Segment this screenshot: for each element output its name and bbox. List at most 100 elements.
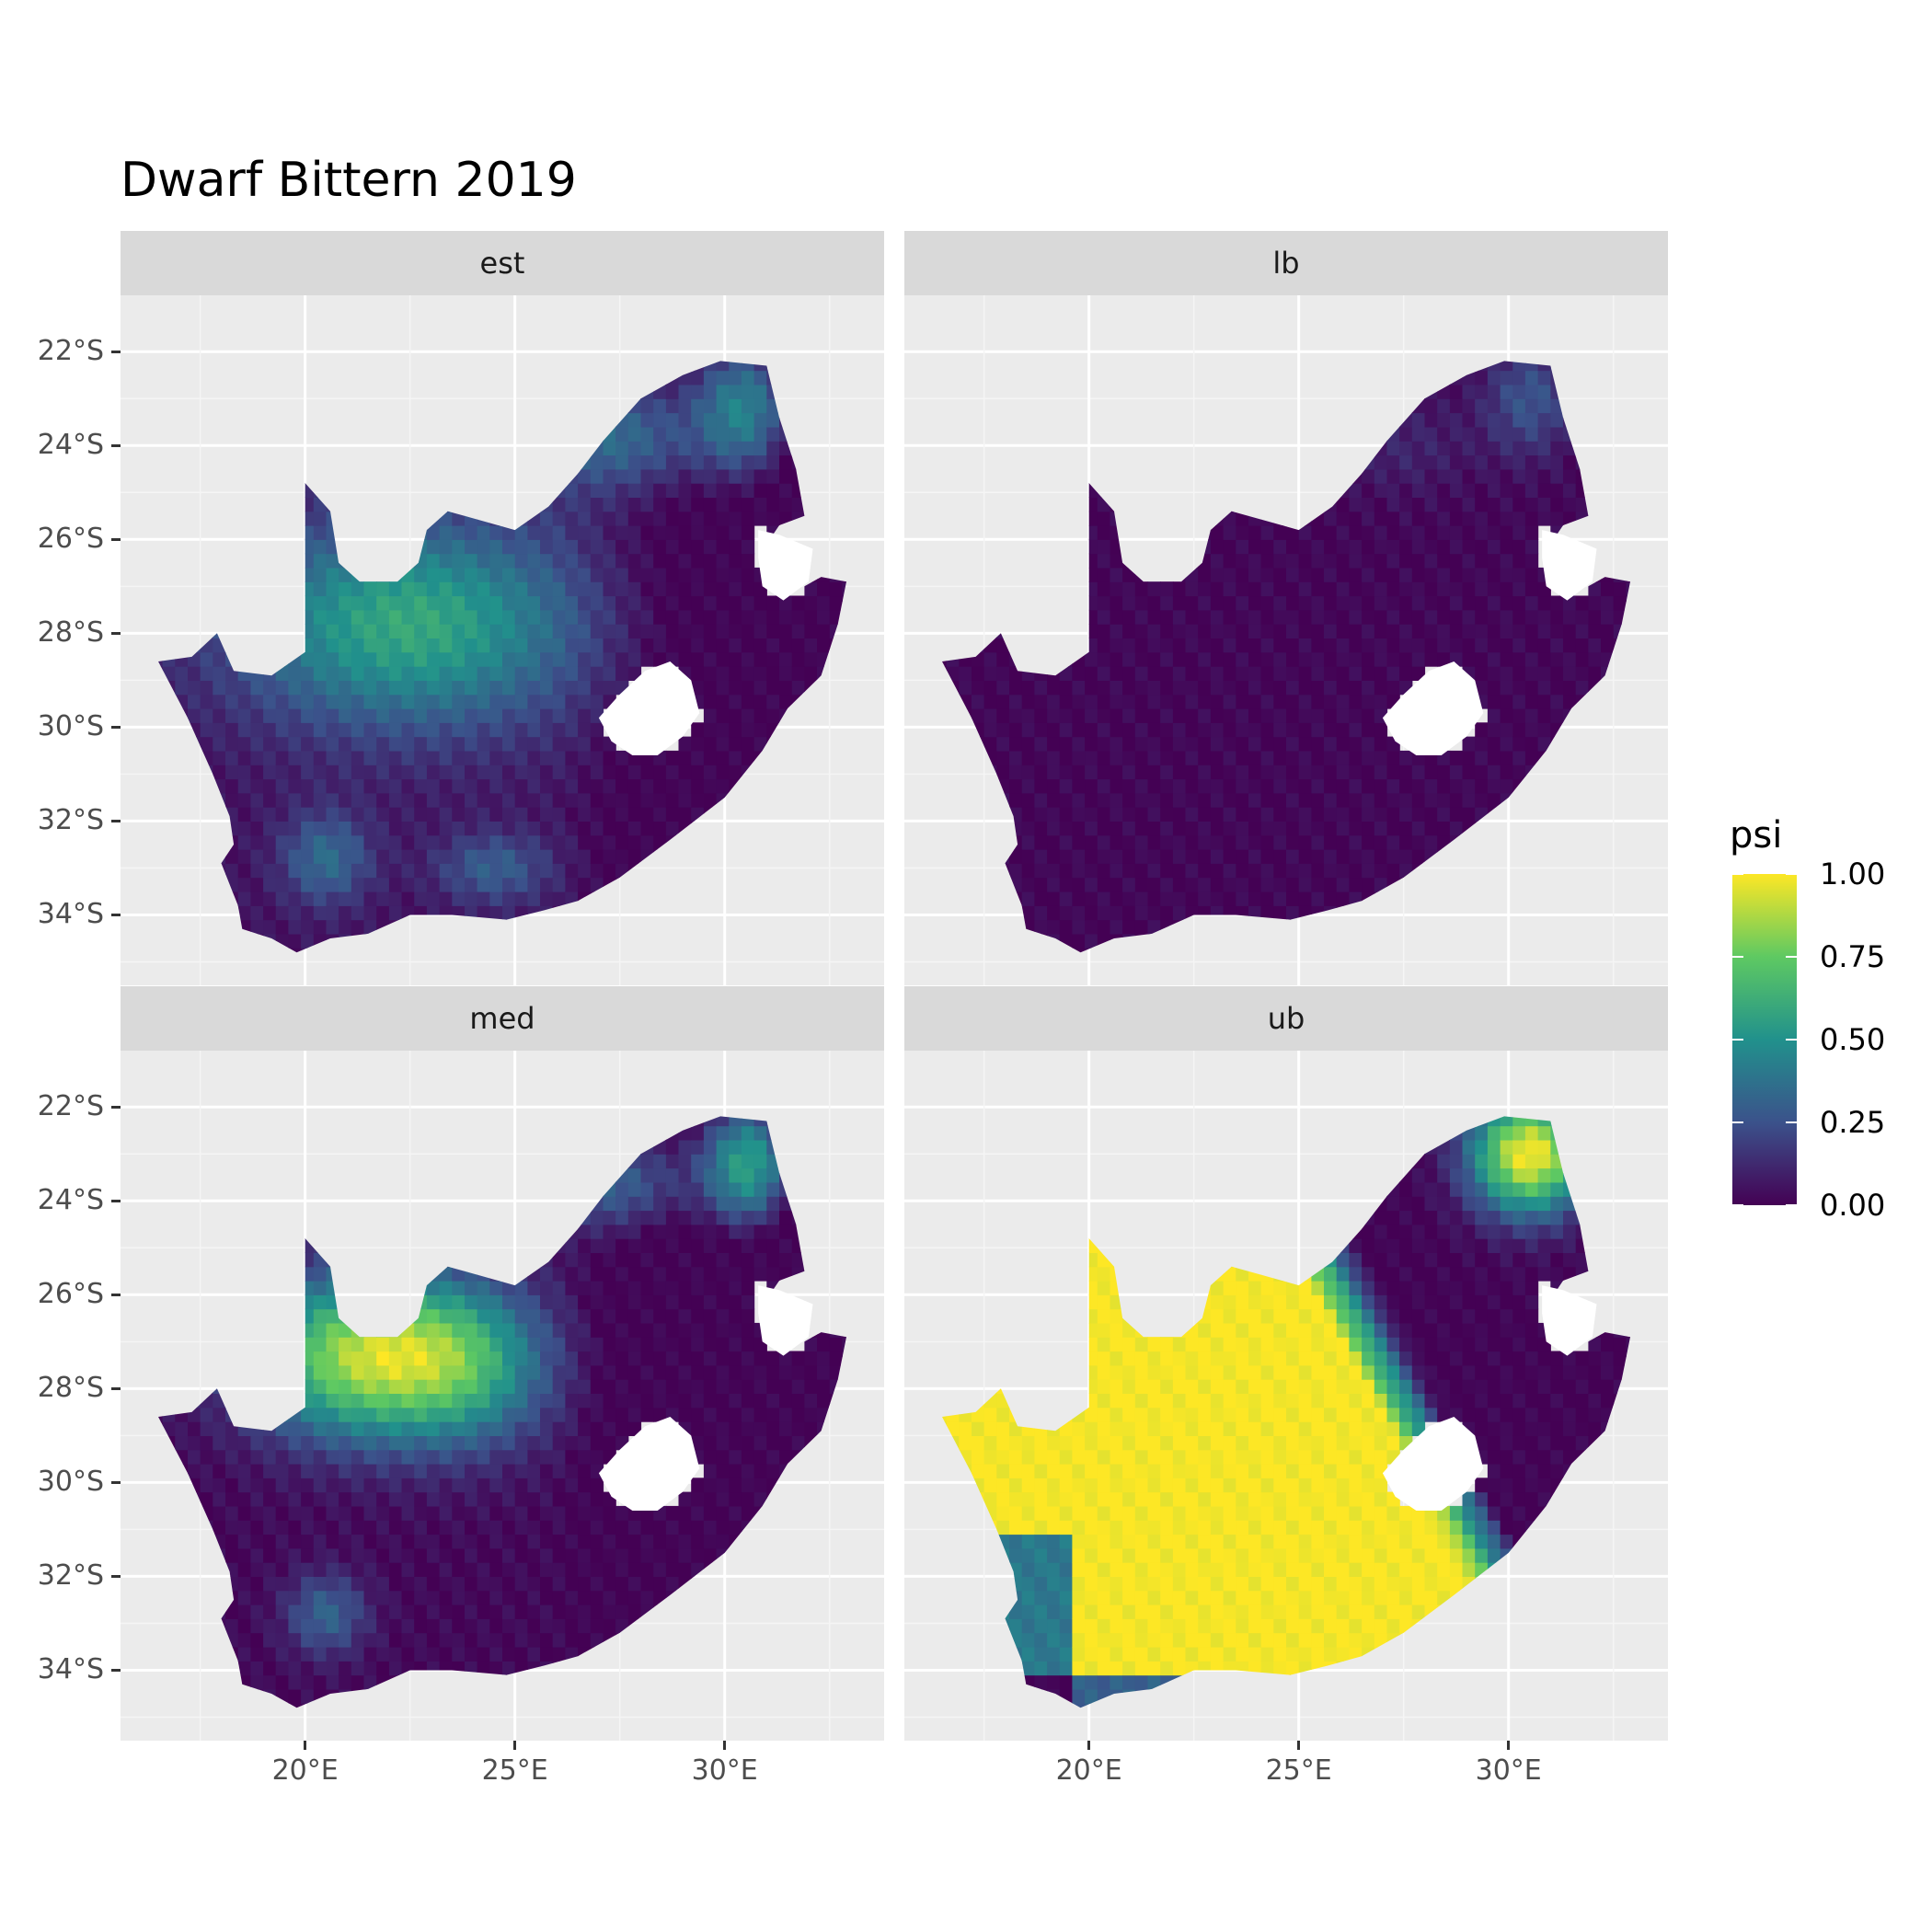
raster-cell (301, 511, 315, 526)
raster-cell (829, 666, 843, 681)
raster-cell (741, 511, 755, 526)
raster-cell (175, 919, 189, 935)
raster-cell (716, 933, 730, 949)
raster-cell (1273, 595, 1287, 611)
raster-cell (1085, 792, 1098, 808)
raster-cell (339, 750, 352, 765)
raster-cell (703, 398, 718, 414)
raster-cell (363, 595, 377, 611)
raster-cell (817, 609, 831, 625)
raster-cell (414, 398, 428, 414)
raster-cell (741, 891, 755, 906)
raster-cell (489, 750, 503, 765)
raster-cell (1362, 525, 1375, 540)
raster-cell (514, 539, 528, 555)
raster-cell (1349, 905, 1363, 921)
raster-cell (1613, 609, 1627, 625)
raster-cell (540, 497, 554, 512)
raster-cell (250, 765, 264, 780)
raster-cell (1298, 511, 1312, 526)
raster-cell (1059, 722, 1073, 738)
raster-cell (1059, 384, 1073, 399)
raster-cell (263, 553, 277, 569)
raster-cell (817, 497, 831, 512)
raster-cell (972, 948, 985, 953)
raster-cell (339, 708, 352, 723)
raster-cell (213, 525, 226, 540)
raster-cell (158, 581, 164, 597)
raster-cell (1085, 736, 1098, 752)
raster-cell (1260, 877, 1274, 892)
raster-cell (1122, 765, 1136, 780)
raster-cell (1362, 595, 1375, 611)
raster-cell (996, 384, 1010, 399)
raster-cell (326, 624, 339, 638)
raster-cell (288, 370, 302, 385)
raster-cell (1362, 441, 1375, 456)
raster-cell (1563, 807, 1577, 822)
raster-cell (855, 554, 868, 569)
raster-cell (1374, 666, 1388, 681)
raster-cell (741, 638, 755, 653)
raster-cell (779, 680, 793, 696)
raster-cell (527, 497, 541, 512)
raster-cell (175, 792, 189, 808)
raster-cell (1524, 919, 1539, 935)
raster-cell (452, 821, 466, 836)
raster-cell (1324, 666, 1338, 681)
raster-cell (1512, 468, 1526, 484)
raster-cell (1009, 891, 1023, 906)
raster-cell (753, 624, 767, 638)
raster-cell (729, 849, 742, 864)
raster-cell (817, 384, 831, 399)
raster-cell (1601, 525, 1615, 540)
raster-cell (729, 834, 742, 850)
raster-cell (1198, 609, 1212, 625)
raster-cell (1260, 849, 1274, 864)
raster-cell (502, 778, 516, 794)
raster-cell (1134, 539, 1149, 555)
raster-cell (263, 722, 277, 738)
raster-cell (301, 454, 315, 470)
raster-cell (678, 539, 692, 555)
raster-cell (1110, 736, 1123, 752)
raster-cell (1626, 891, 1630, 906)
raster-cell (653, 525, 667, 540)
raster-cell (1021, 792, 1035, 808)
raster-cell (946, 722, 960, 738)
raster-cell (1248, 877, 1262, 892)
raster-cell (779, 497, 793, 512)
raster-cell (1324, 468, 1338, 484)
raster-cell (426, 398, 441, 414)
raster-cell (401, 863, 415, 879)
raster-cell (1349, 750, 1363, 765)
raster-cell (996, 877, 1010, 892)
raster-cell (942, 567, 948, 582)
raster-cell (996, 933, 1010, 949)
raster-cell (703, 441, 718, 456)
raster-cell (401, 680, 415, 696)
raster-cell (540, 750, 554, 765)
raster-cell (779, 834, 793, 850)
raster-cell (678, 624, 692, 638)
raster-cell (565, 483, 579, 498)
raster-cell (1134, 750, 1149, 765)
raster-cell (1462, 511, 1476, 526)
raster-cell (1248, 863, 1262, 879)
raster-cell (1059, 539, 1073, 555)
raster-cell (578, 370, 592, 385)
raster-cell (1601, 370, 1615, 385)
raster-cell (996, 553, 1010, 569)
raster-cell (1362, 905, 1375, 921)
raster-cell (1601, 454, 1615, 470)
raster-cell (653, 384, 667, 399)
raster-cell (263, 792, 277, 808)
raster-cell (514, 792, 528, 808)
raster-cell (1336, 919, 1350, 935)
raster-cell (213, 694, 226, 709)
raster-cell (162, 807, 176, 822)
raster-cell (351, 638, 365, 653)
raster-cell (1374, 595, 1388, 611)
raster-cell (1487, 581, 1501, 597)
raster-cell (1349, 370, 1363, 385)
